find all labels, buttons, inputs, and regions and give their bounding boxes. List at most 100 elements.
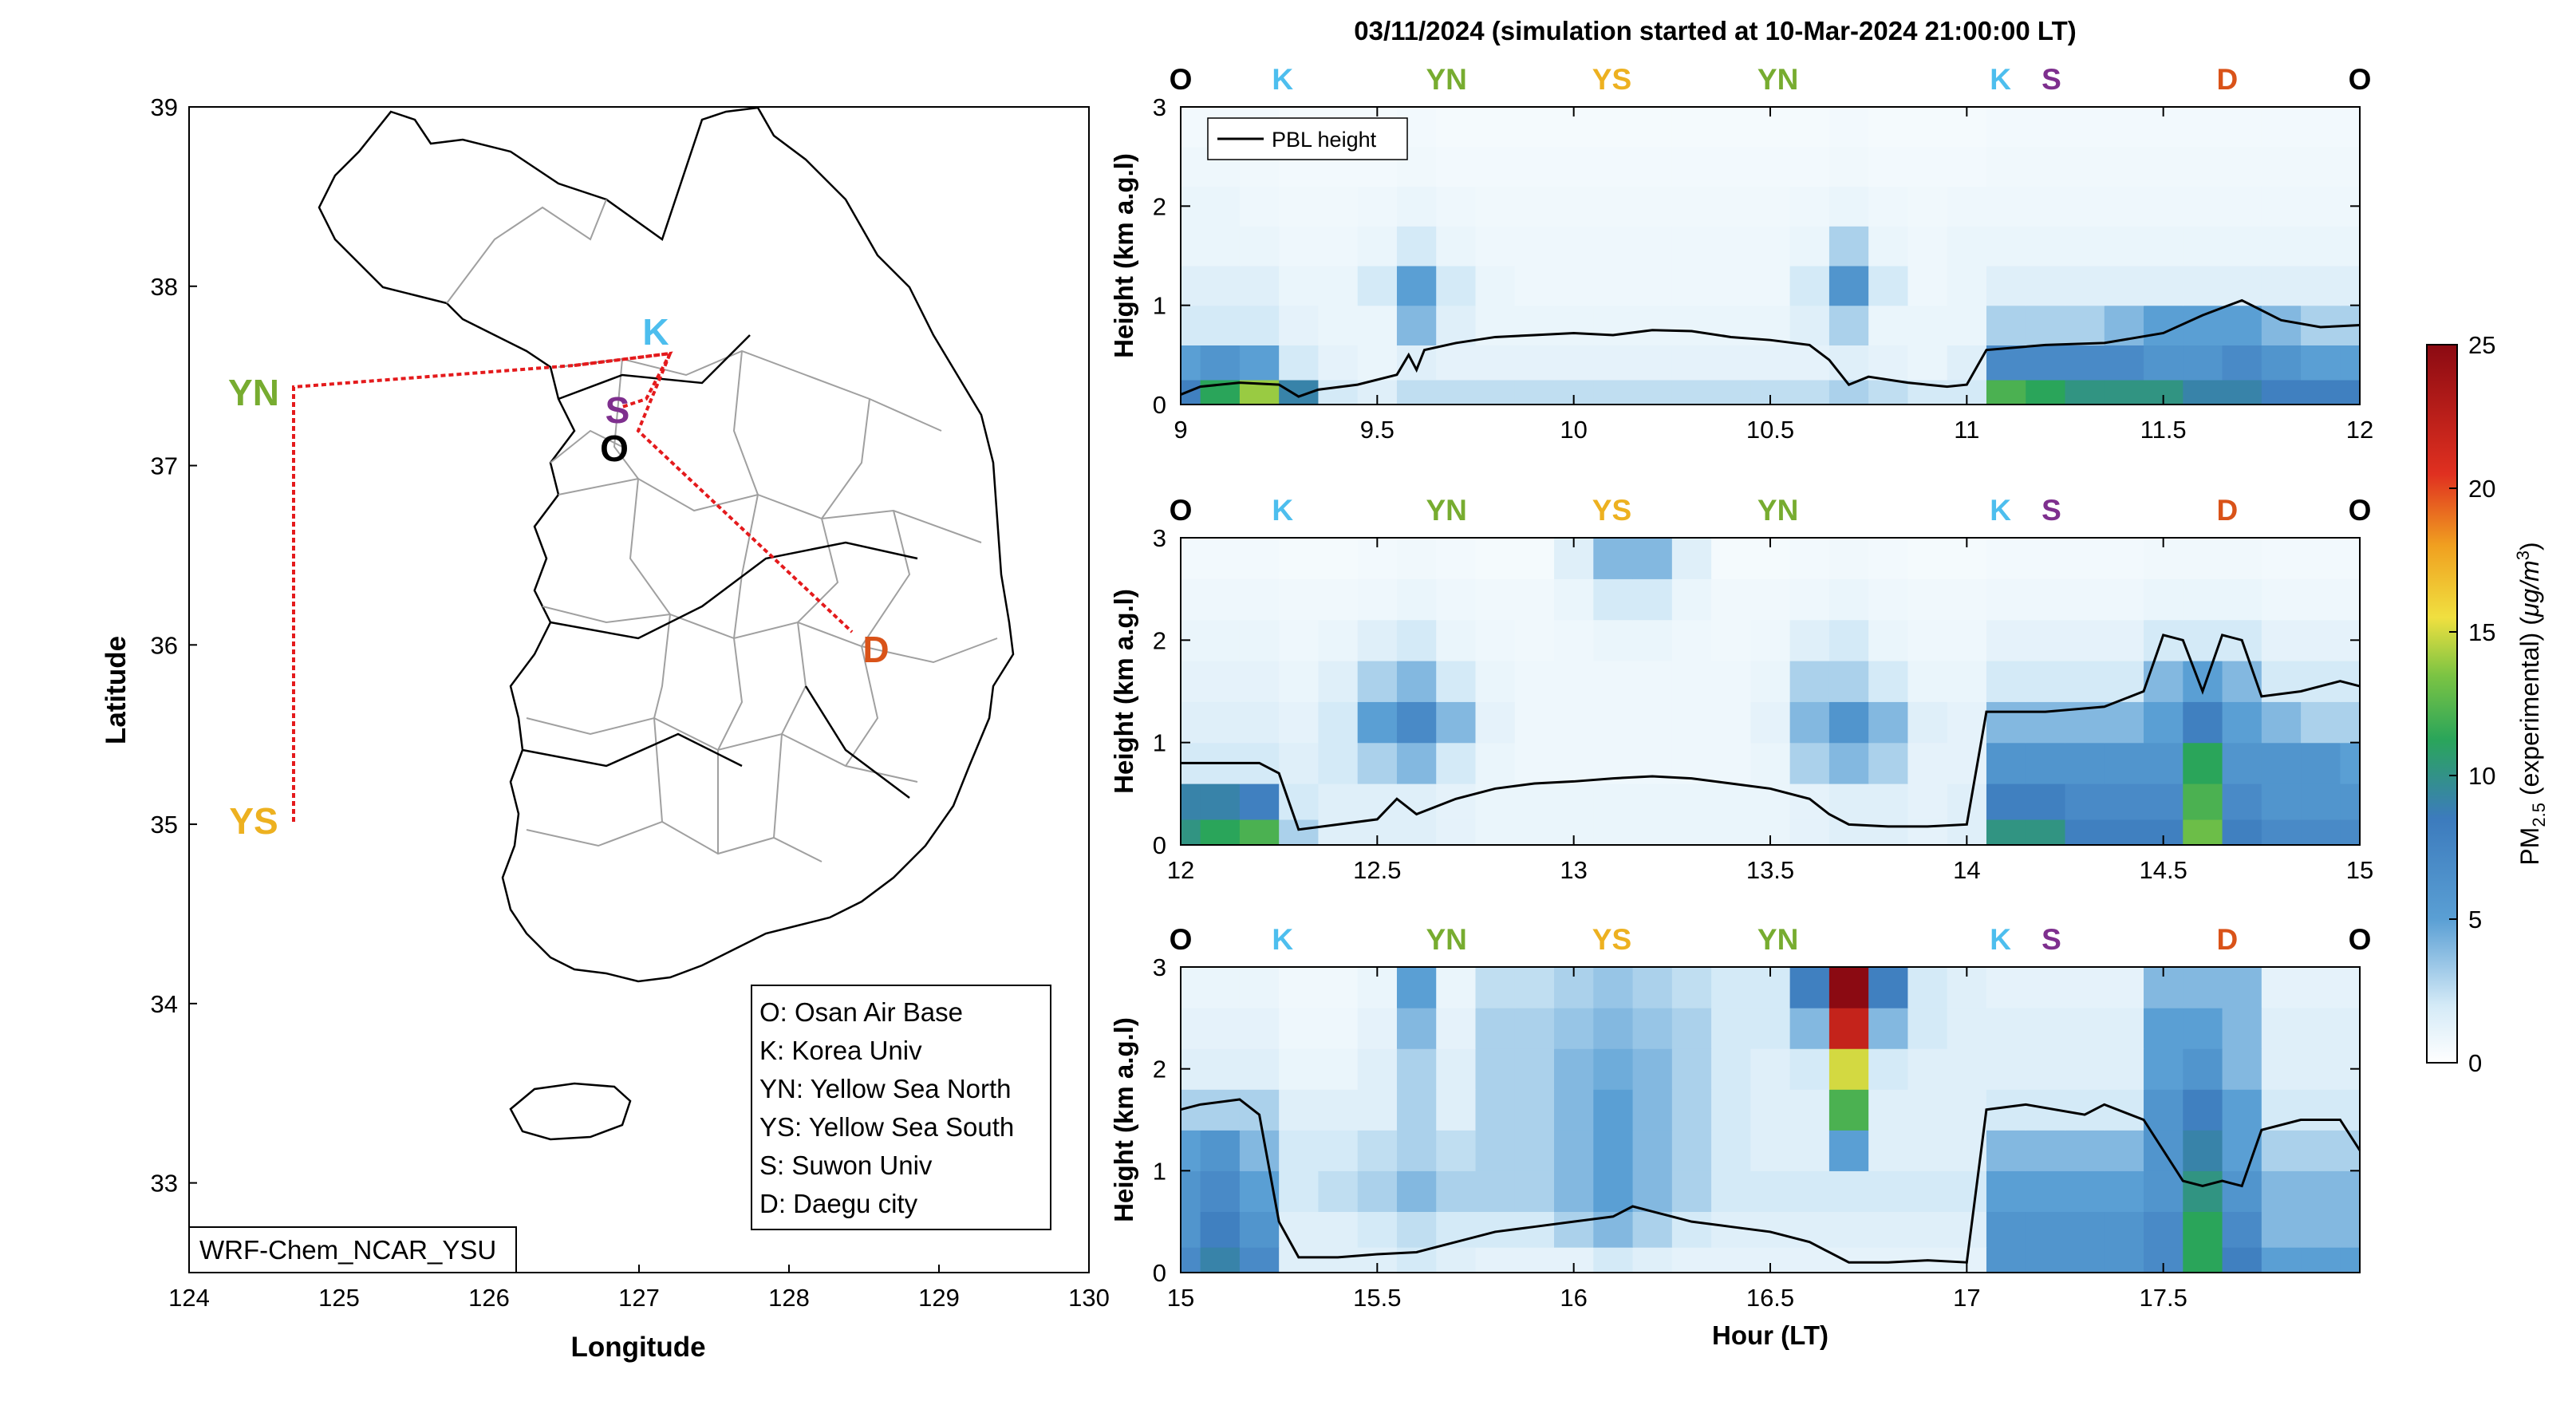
y-tick-label: 2 [1153, 1056, 1166, 1083]
x-tick-label: 15.5 [1353, 1284, 1401, 1312]
pm25-cell [1554, 186, 1594, 227]
pm25-cell [1318, 538, 1359, 579]
pm25-cell [1514, 819, 1555, 846]
pm25-cell [1514, 661, 1555, 702]
pm25-cell [1789, 1130, 1830, 1171]
map-x-tick-label: 127 [618, 1284, 660, 1312]
pm25-cell [1181, 1130, 1201, 1171]
pm25-cell [2144, 305, 2183, 345]
site-label-o: O [2349, 494, 2372, 527]
pm25-cell [1711, 742, 1751, 784]
pm25-cell [1828, 1089, 1869, 1131]
pm25-cell [1868, 619, 1909, 661]
pm25-cell [2026, 1170, 2066, 1212]
x-tick-label: 11.5 [2140, 416, 2187, 444]
pm25-cell [1632, 1247, 1673, 1273]
pm25-cell [2065, 379, 2105, 405]
pm25-cell [1475, 1247, 1516, 1273]
y-tick-label: 3 [1153, 953, 1166, 981]
map-x-tick-label: 124 [168, 1284, 210, 1312]
pm25-cell [2026, 345, 2066, 381]
pm25-cell [1357, 783, 1398, 820]
pm25-cell [1554, 742, 1594, 784]
colorbar-label: PM2.5 (experimental) (μg/m3) [2513, 542, 2549, 865]
pm25-cell [1436, 538, 1477, 579]
pm25-cell [2144, 1211, 2183, 1248]
pm25-cell [1632, 379, 1673, 405]
pm25-cell [1947, 146, 1987, 187]
pm25-cell [1632, 819, 1673, 846]
pm25-cell [2222, 1089, 2262, 1131]
pm25-cell [1593, 1008, 1634, 1049]
pm25-cell [2104, 701, 2144, 744]
pm25-cell [1436, 701, 1477, 744]
pm25-cell [2104, 107, 2144, 148]
pm25-cell [1239, 967, 1280, 1008]
pm25-cell [1554, 619, 1594, 661]
map-site-label-d: D [862, 629, 889, 670]
pm25-cell [1318, 661, 1359, 702]
pm25-cell [1868, 265, 1909, 306]
map-y-tick-label: 36 [151, 631, 178, 659]
pm25-cell [1711, 1170, 1751, 1212]
y-tick-label: 2 [1153, 626, 1166, 654]
map-y-tick-label: 34 [151, 990, 178, 1018]
pm25-cell [1436, 742, 1477, 784]
pm25-cell [2026, 967, 2066, 1008]
pm25-cell [2065, 619, 2105, 661]
site-label-s: S [2041, 63, 2061, 96]
pm25-cell [1671, 1089, 1712, 1131]
pm25-cell [2104, 967, 2144, 1008]
pm25-cell [1181, 661, 1201, 702]
pm25-cell [1593, 1170, 1634, 1212]
model-label: WRF-Chem_NCAR_YSU [188, 1226, 517, 1273]
pm25-cell [1711, 661, 1751, 702]
pm25-cell [1436, 1170, 1477, 1212]
pm25-cell [2301, 742, 2341, 784]
pm25-cell [2340, 967, 2361, 1008]
pm25-cell [1593, 1130, 1634, 1171]
pm25-cell [1475, 345, 1516, 381]
pm25-cell [1239, 701, 1280, 744]
y-axis-label: Height (km a.g.l) [1109, 153, 1138, 358]
pm25-cell [1868, 1130, 1909, 1171]
site-label-o: O [2349, 923, 2372, 956]
pm25-cell [1318, 619, 1359, 661]
pm25-cell [1907, 345, 1948, 381]
pm25-cell [1711, 1130, 1751, 1171]
pm25-cell [1318, 742, 1359, 784]
pm25-cell [2340, 1247, 2361, 1273]
x-tick-label: 15 [2346, 856, 2373, 884]
pm25-cell [2340, 265, 2361, 306]
pm25-cell [1181, 701, 1201, 744]
pm25-cell [1554, 265, 1594, 306]
colorbar-tick-label: 20 [2468, 475, 2495, 503]
pm25-cell [1279, 619, 1320, 661]
pm25-cell [2144, 661, 2183, 702]
pm25-cell [2301, 1211, 2341, 1248]
pm25-cell [1554, 701, 1594, 744]
pm25-cell [1239, 1048, 1280, 1090]
pm25-cell [1986, 819, 2026, 846]
pm25-cell [2222, 742, 2262, 784]
pm25-cell [1514, 265, 1555, 306]
x-tick-label: 10.5 [1746, 416, 1794, 444]
pm25-cell [1554, 1211, 1594, 1248]
pm25-cell [1632, 186, 1673, 227]
pm25-cell [1907, 619, 1948, 661]
pm25-cell [2222, 186, 2262, 227]
pm25-cell [1200, 701, 1241, 744]
pm25-cell [1200, 345, 1241, 381]
pm25-cell [2026, 701, 2066, 744]
pm25-cell [1318, 1130, 1359, 1171]
pm25-cell [1357, 1170, 1398, 1212]
colorbar-tick-label: 10 [2468, 762, 2495, 790]
pm25-cell [2065, 1130, 2105, 1171]
pm25-cell [1554, 226, 1594, 266]
pm25-cell [2301, 107, 2341, 148]
pm25-cell [2144, 578, 2183, 621]
map-site-label-s: S [606, 389, 630, 431]
pm25-cell [2026, 578, 2066, 621]
pm25-cell [2340, 1211, 2361, 1248]
pm25-cell [1318, 186, 1359, 227]
